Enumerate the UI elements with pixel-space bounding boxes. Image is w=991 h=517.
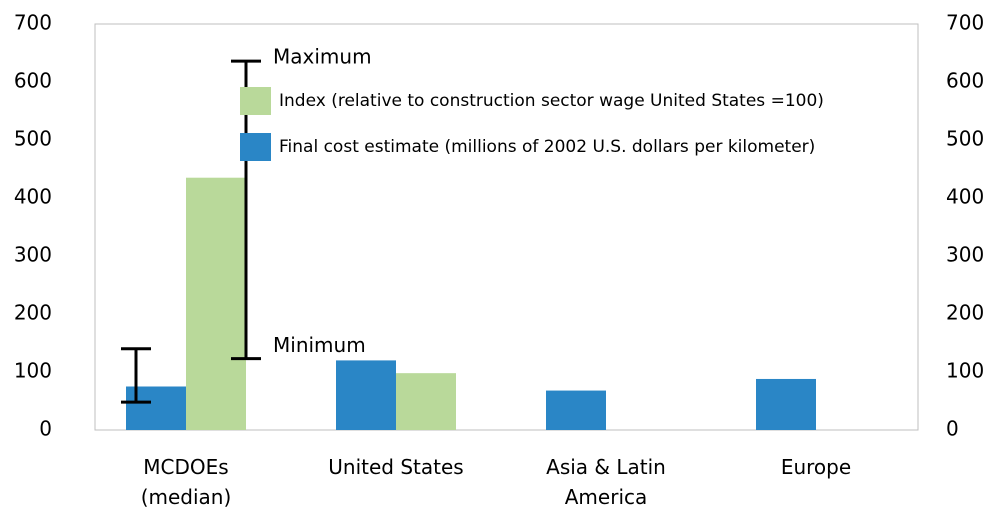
x-tick-label: MCDOEs (median) bbox=[140, 455, 232, 509]
bar bbox=[336, 360, 396, 430]
x-tick-label: United States bbox=[328, 455, 464, 479]
y2-tick-label: 200 bbox=[946, 301, 984, 325]
y-tick-label: 200 bbox=[14, 301, 52, 325]
bar bbox=[396, 373, 456, 430]
legend-swatch bbox=[240, 133, 271, 161]
y2-tick-label: 0 bbox=[946, 417, 959, 441]
y2-tick-label: 400 bbox=[946, 185, 984, 209]
y-tick-label: 400 bbox=[14, 185, 52, 209]
legend-swatch bbox=[240, 87, 271, 115]
legend-label: Final cost estimate (millions of 2002 U.… bbox=[279, 137, 815, 157]
y2-tick-label: 300 bbox=[946, 243, 984, 267]
y2-tick-label: 500 bbox=[946, 127, 984, 151]
error-bar bbox=[121, 347, 151, 404]
y-tick-label: 700 bbox=[14, 11, 52, 35]
y2-tick-label: 600 bbox=[946, 69, 984, 93]
y2-tick-label: 700 bbox=[946, 11, 984, 35]
y-tick-label: 600 bbox=[14, 69, 52, 93]
bar bbox=[756, 378, 816, 430]
annotation: Maximum bbox=[273, 45, 372, 69]
bar bbox=[186, 177, 246, 430]
y-tick-label: 0 bbox=[39, 417, 52, 441]
legend-label: Index (relative to construction sector w… bbox=[279, 91, 824, 111]
y-tick-label: 500 bbox=[14, 127, 52, 151]
x-tick-label: Europe bbox=[780, 455, 852, 479]
x-tick-label: Asia & Latin America bbox=[546, 455, 666, 509]
annotation: Minimum bbox=[273, 333, 366, 357]
y-tick-label: 100 bbox=[14, 359, 52, 383]
y2-tick-label: 100 bbox=[946, 359, 984, 383]
bar bbox=[546, 390, 606, 430]
y-tick-label: 300 bbox=[14, 243, 52, 267]
plot-frame bbox=[94, 23, 919, 431]
